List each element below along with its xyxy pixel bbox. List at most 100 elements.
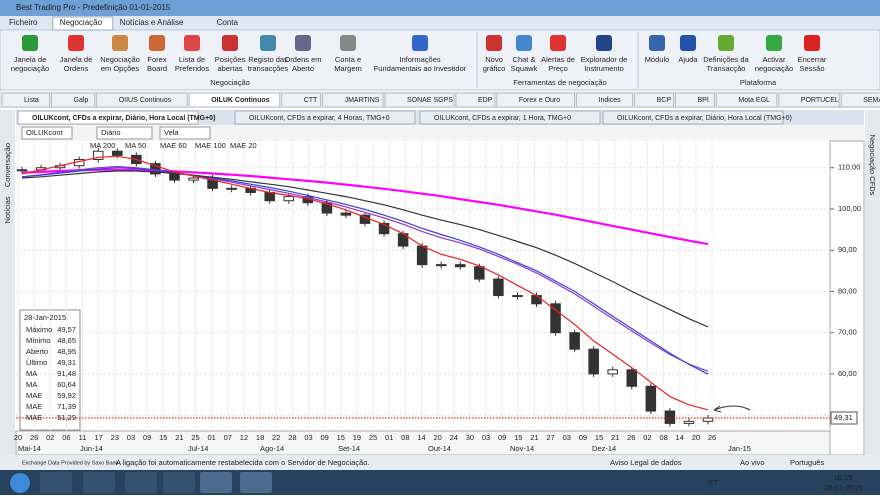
tab[interactable]	[51, 92, 96, 108]
annotation-arrow	[713, 405, 751, 413]
ribbon-icon[interactable]	[184, 35, 200, 51]
tab-label: Indices	[599, 97, 622, 104]
tab[interactable]	[96, 92, 188, 108]
x-day-label: 15	[514, 433, 522, 442]
ribbon-label: Squawk	[511, 64, 538, 73]
toolbar-field[interactable]	[159, 126, 211, 140]
ribbon-icon[interactable]	[295, 35, 311, 51]
tab-label: PORTUCEL	[801, 97, 839, 104]
menu-item[interactable]: Ficheiro	[9, 18, 38, 27]
ribbon-icon[interactable]	[516, 35, 532, 51]
candle	[340, 212, 352, 216]
x-day-label: 01	[208, 433, 216, 442]
ribbon-label: Preço	[548, 64, 568, 73]
y-axis-area	[829, 140, 865, 456]
ribbon-label: Conta e	[335, 55, 361, 64]
tab[interactable]	[322, 92, 384, 108]
ribbon-icon[interactable]	[260, 35, 276, 51]
info-value: 91,48	[57, 369, 76, 378]
x-day-label: 22	[272, 433, 280, 442]
taskbar-app[interactable]	[163, 472, 195, 493]
taskbar-app[interactable]	[83, 472, 115, 493]
info-value: 71,39	[57, 402, 76, 411]
tab[interactable]	[675, 92, 715, 108]
x-day-label: 20	[433, 433, 441, 442]
tab[interactable]	[281, 92, 322, 108]
ma-line	[21, 168, 709, 246]
tab[interactable]	[384, 92, 455, 108]
tab[interactable]	[715, 92, 778, 108]
ribbon-icon[interactable]	[550, 35, 566, 51]
info-date: 28-Jan-2015	[24, 313, 66, 322]
ribbon-icon[interactable]	[412, 35, 428, 51]
info-label: Mínimo	[26, 336, 51, 345]
ribbon-icon[interactable]	[649, 35, 665, 51]
x-day-label: 02	[46, 433, 54, 442]
tab-label: OILUK Continuos	[211, 97, 269, 104]
info-value: 48,95	[57, 347, 76, 356]
menu-item[interactable]: Notícias e Análise	[120, 18, 184, 27]
ribbon-icon[interactable]	[340, 35, 356, 51]
chart-tab-label: OILUKcont, CFDs a expirar, 4 Horas, TMG+…	[249, 115, 390, 122]
tab[interactable]	[188, 92, 281, 108]
ribbon-icon[interactable]	[804, 35, 820, 51]
taskbar-app[interactable]	[40, 472, 72, 493]
info-value: 59,92	[57, 391, 76, 400]
tab[interactable]	[840, 92, 880, 108]
side-tab: Negociação CFDs	[868, 135, 877, 196]
ribbon-icon[interactable]	[149, 35, 165, 51]
chart-tab[interactable]	[419, 110, 601, 125]
tab[interactable]	[455, 92, 496, 108]
tab-label: OIIUS Continuos	[119, 97, 172, 104]
ribbon-icon[interactable]	[222, 35, 238, 51]
side-tab: Conversação	[3, 143, 12, 187]
taskbar-app[interactable]	[200, 472, 232, 493]
tab[interactable]	[634, 92, 674, 108]
x-day-label: 15	[337, 433, 345, 442]
ribbon-icon[interactable]	[680, 35, 696, 51]
candle	[702, 417, 714, 422]
tab[interactable]	[576, 92, 634, 108]
ribbon-label: Ajuda	[678, 55, 698, 64]
taskbar-lang: PT	[708, 478, 718, 487]
x-day-label: 15	[595, 433, 603, 442]
chart-tab[interactable]	[17, 110, 199, 125]
ribbon-icon[interactable]	[68, 35, 84, 51]
candle	[607, 369, 618, 375]
legend-entry: MA 50	[125, 141, 146, 150]
ribbon-icon[interactable]	[596, 35, 612, 51]
start-button[interactable]	[10, 473, 30, 493]
x-day-label: 25	[369, 433, 377, 442]
chart-tab[interactable]	[602, 110, 784, 125]
menu-item[interactable]: Negociação	[60, 18, 103, 27]
ribbon-label: Encerrar	[798, 55, 827, 64]
ribbon-icon[interactable]	[718, 35, 734, 51]
window-title: Best Trading Pro - Predefinição 01-01-20…	[16, 3, 171, 12]
candle	[226, 187, 237, 190]
taskbar-date: 28-01-2015	[824, 483, 862, 492]
candle	[283, 196, 295, 202]
tab[interactable]	[496, 92, 575, 108]
ribbon-icon[interactable]	[486, 35, 502, 51]
chart-tab-label: OILUKcont, CFDs a expirar, Diário, Hora …	[617, 115, 792, 122]
tab[interactable]	[778, 92, 840, 108]
ribbon-icon[interactable]	[766, 35, 782, 51]
candle	[512, 295, 523, 298]
chart-tab[interactable]	[234, 110, 416, 125]
taskbar-app[interactable]	[125, 472, 157, 493]
x-day-label: 12	[240, 433, 248, 442]
ribbon-label: Negociação	[100, 55, 140, 64]
toolbar-field[interactable]	[96, 126, 153, 140]
x-day-label: 25	[191, 433, 199, 442]
tab-label: JMARTINS	[345, 97, 380, 104]
taskbar-app[interactable]	[240, 472, 272, 493]
toolbar-field[interactable]	[21, 126, 73, 140]
x-day-label: 14	[676, 433, 684, 442]
x-day-label: 01	[385, 433, 393, 442]
menu-item[interactable]: Conta	[217, 18, 239, 27]
tab[interactable]	[1, 92, 50, 108]
ribbon-icon[interactable]	[22, 35, 38, 51]
ribbon-icon[interactable]	[112, 35, 128, 51]
x-day-label: 27	[546, 433, 554, 442]
